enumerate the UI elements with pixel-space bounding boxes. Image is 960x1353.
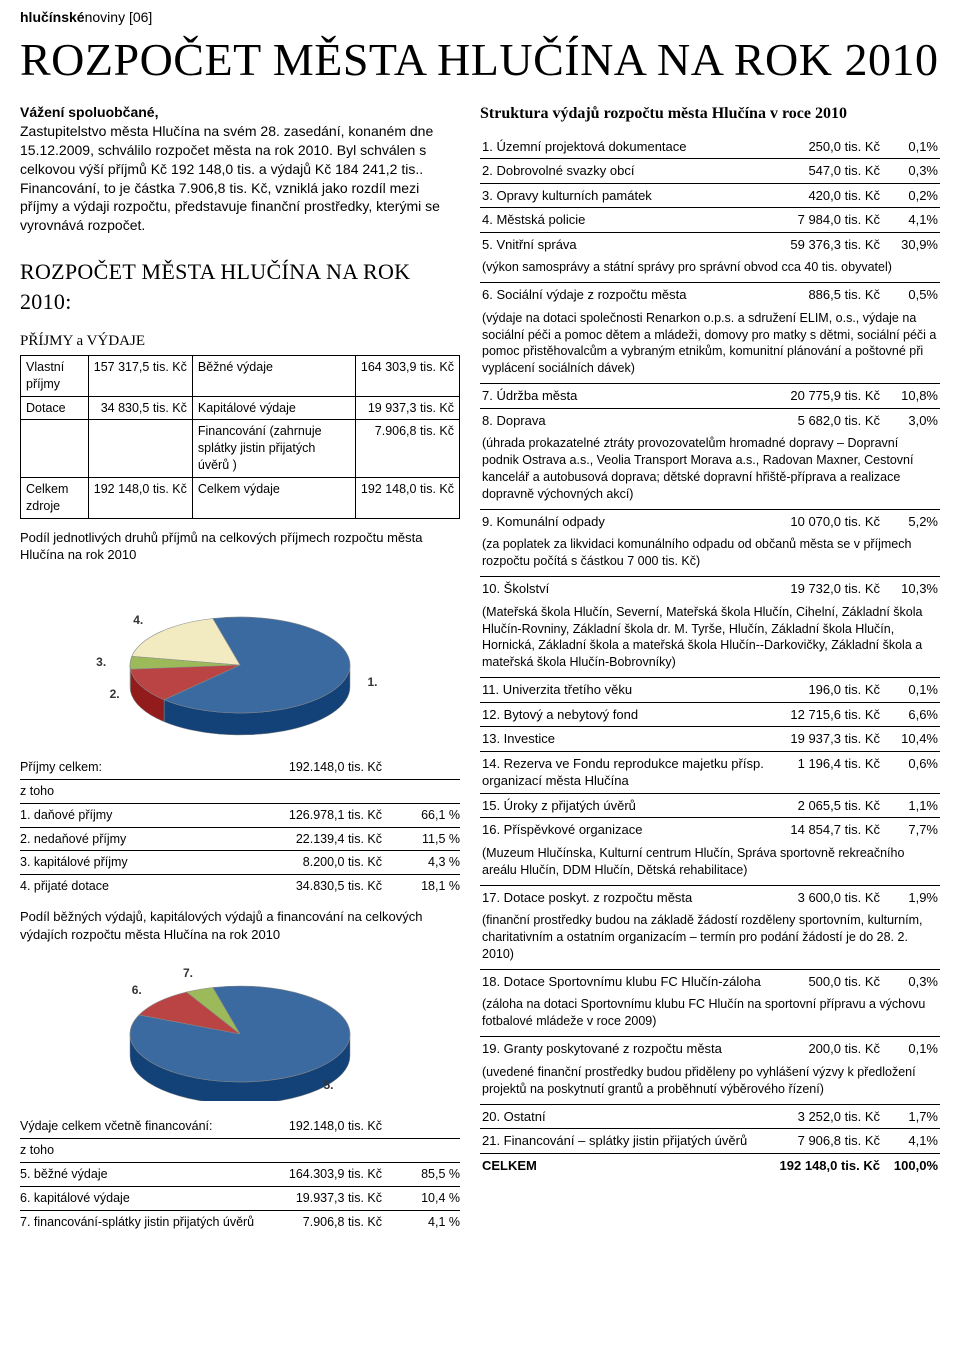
masthead-rest: noviny [06] — [85, 9, 153, 25]
chart-label: 2. — [110, 686, 120, 702]
pie-chart-income: 1. 2.3. 4. — [20, 572, 460, 742]
structure-heading: Struktura výdajů rozpočtu města Hlučína … — [480, 103, 940, 125]
page-title: ROZPOČET MĚSTA HLUČÍNA NA ROK 2010 — [20, 29, 940, 91]
chart-label: 3. — [96, 654, 106, 670]
masthead: hlučínskénoviny [06] — [20, 8, 940, 27]
masthead-bold: hlučínské — [20, 9, 85, 25]
chart-label: 6. — [132, 982, 142, 998]
chart-label: 5. — [323, 1077, 333, 1093]
income-breakdown-table: Příjmy celkem:192.148,0 tis. Kčz toho1. … — [20, 756, 460, 898]
chart-label: 4. — [133, 612, 143, 628]
structure-table: 1. Územní projektová dokumentace250,0 ti… — [480, 135, 940, 1178]
pv-heading: PŘÍJMY a VÝDAJE — [20, 331, 460, 351]
intro-paragraph: Vážení spoluobčané, Zastupitelstvo města… — [20, 103, 460, 235]
intro-greeting: Vážení spoluobčané, — [20, 104, 158, 120]
chart-label: 7. — [183, 965, 193, 981]
expense-breakdown-table: Výdaje celkem včetně financování:192.148… — [20, 1115, 460, 1233]
income-expense-table: Vlastní příjmy157 317,5 tis. KčBěžné výd… — [20, 355, 460, 519]
pie-chart-expense: 5. 6. 7. — [20, 951, 460, 1101]
chart1-caption: Podíl jednotlivých druhů příjmů na celko… — [20, 529, 460, 564]
intro-body: Zastupitelstvo města Hlučína na svém 28.… — [20, 123, 440, 233]
section-heading: ROZPOČET MĚSTA HLUČÍNA NA ROK 2010: — [20, 257, 460, 316]
chart-label: 1. — [368, 674, 378, 690]
chart2-caption: Podíl běžných výdajů, kapitálových výdaj… — [20, 908, 460, 943]
